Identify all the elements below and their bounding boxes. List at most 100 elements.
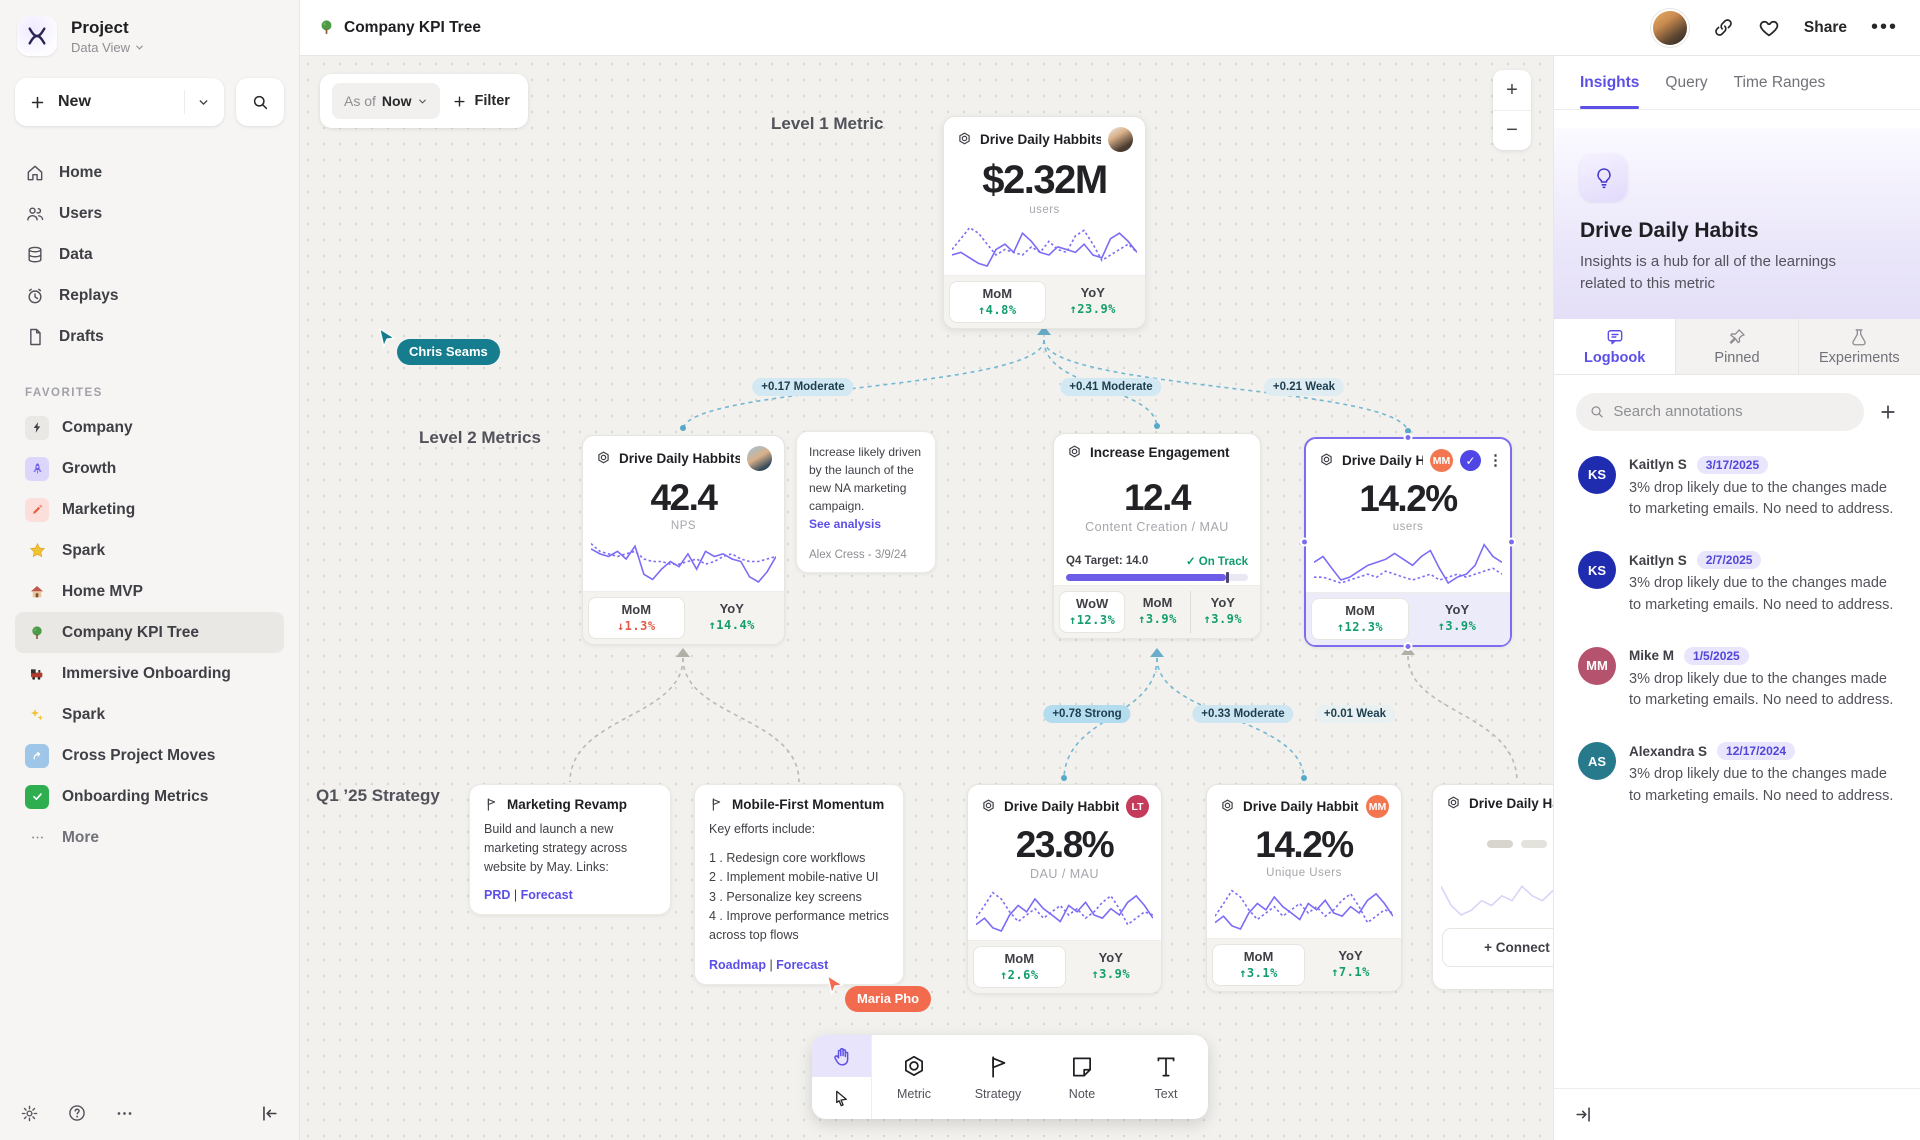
delta-cell-yoy[interactable]: YoY ↑14.4% [685,597,780,639]
sidebar-item-onboarding-metrics[interactable]: Onboarding Metrics [15,776,284,817]
sidebar-item-data[interactable]: Data [15,234,284,275]
metric-card-unique-users[interactable]: Drive Daily Habbits MM 14.2% Unique User… [1206,784,1402,992]
sidebar-item-growth[interactable]: Growth [15,448,284,489]
help-icon[interactable] [67,1103,87,1123]
delta-cell-mom[interactable]: MoM ↑12.3% [1311,598,1409,640]
project-switcher[interactable]: Project Data View [15,16,284,56]
sidebar-item-replays[interactable]: Replays [15,275,284,316]
subtab-experiments[interactable]: Experiments [1797,318,1920,374]
forecast-link[interactable]: Forecast [520,888,573,903]
resize-handle-right[interactable] [1507,537,1516,547]
delta-cell-mom[interactable]: MoM ↑4.8% [949,281,1046,323]
collapse-sidebar-icon[interactable] [260,1104,279,1123]
add-annotation-icon[interactable] [1878,402,1898,422]
metric-icon [959,132,970,145]
annotation-note[interactable]: Increase likely driven by the launch of … [796,431,936,573]
hand-tool-button[interactable] [812,1035,871,1077]
sidebar-item-home[interactable]: Home [15,152,284,193]
annotation-item[interactable]: KS Kaitlyn S 2/7/2025 3% drop likely due… [1554,536,1920,632]
settings-gear-icon[interactable] [20,1104,39,1123]
note-tool-button[interactable]: Note [1040,1035,1124,1119]
delta-cell-yoy[interactable]: YoY ↑23.9% [1046,281,1141,323]
metric-card-dau-mau[interactable]: Drive Daily Habbits LT 23.8% DAU / MAU M… [967,784,1162,994]
metric-card-drive-daily-habbits-selected[interactable]: Drive Daily Habb.. MM ✓ ⋮ 14.2% users Mo… [1300,433,1516,651]
tab-insights[interactable]: Insights [1580,56,1640,109]
collapse-arrow[interactable] [1150,648,1164,657]
roadmap-link[interactable]: Roadmap [709,957,766,972]
annotation-search[interactable] [1576,392,1864,431]
delta-cell-mom[interactable]: MoM ↑3.9% [1125,591,1189,633]
sidebar-item-company[interactable]: Company [15,407,284,448]
delta-value: ↑3.9% [1138,612,1177,626]
sidebar-item-cross-project-moves[interactable]: Cross Project Moves [15,735,284,776]
as-of-selector[interactable]: As of Now [332,83,441,119]
resize-handle-top[interactable] [1403,433,1413,442]
delta-cell-mom[interactable]: MoM ↑2.6% [973,946,1066,988]
sidebar-item-spark[interactable]: Spark [15,530,284,571]
sidebar-item-home-mvp[interactable]: Home MVP [15,571,284,612]
text-tool-button[interactable]: Text [1124,1035,1208,1119]
collapse-panel-icon[interactable] [1574,1105,1593,1124]
delta-cell-yoy[interactable]: YoY ↑3.9% [1409,598,1505,640]
select-tool-button[interactable] [812,1077,871,1119]
more-options-icon[interactable] [115,1104,134,1123]
forecast-link[interactable]: Forecast [776,957,829,972]
metric-card-drive-daily-habbits-l1[interactable]: Drive Daily Habbits $2.32M users MoM ↑4.… [943,116,1146,329]
subtab-label: Pinned [1714,349,1760,366]
sidebar-item-drafts[interactable]: Drafts [15,316,284,357]
resize-handle-left[interactable] [1300,537,1309,547]
metric-card-drive-daily-habbits-nps[interactable]: Drive Daily Habbits 42.4 NPS MoM ↓1.3% Y… [582,435,785,645]
delta-cell-wow[interactable]: WoW ↑12.3% [1059,591,1126,633]
tool-label: Note [1068,1086,1096,1101]
favorite-heart-icon[interactable] [1758,17,1780,39]
delta-cell-yoy[interactable]: YoY ↑7.1% [1305,944,1396,986]
kpi-tree-canvas[interactable]: As of Now Filter + − Level 1 Metric Leve… [300,56,1553,1140]
data-view-selector[interactable]: Data View [71,40,145,55]
collapse-arrow[interactable] [1037,326,1051,335]
edge-strength-pill: +0.78 Strong [1043,705,1131,723]
sidebar-item-immersive-onboarding[interactable]: Immersive Onboarding [15,653,284,694]
annotation-item[interactable]: MM Mike M 1/5/2025 3% drop likely due to… [1554,632,1920,728]
subtab-logbook[interactable]: Logbook [1554,318,1676,374]
canvas-filter-toolbar: As of Now Filter [320,74,528,128]
annotation-item[interactable]: KS Kaitlyn S 3/17/2025 3% drop likely du… [1554,441,1920,537]
as-of-value: Now [381,93,412,109]
prd-link[interactable]: PRD [484,888,511,903]
copy-link-icon[interactable] [1713,17,1734,38]
annotation-item[interactable]: AS Alexandra S 12/17/2024 3% drop likely… [1554,727,1920,823]
zoom-out-button[interactable]: − [1493,110,1531,150]
new-button[interactable]: New [15,78,224,126]
chevron-down-icon[interactable] [197,96,210,109]
share-button[interactable]: Share [1803,18,1847,36]
sidebar-item-marketing[interactable]: Marketing [15,489,284,530]
delta-cell-mom[interactable]: MoM ↑3.1% [1212,944,1305,986]
metric-tool-button[interactable]: Metric [872,1035,956,1119]
overflow-menu-icon[interactable]: ••• [1870,16,1898,38]
avatar: KS [1578,455,1616,494]
resize-handle-bottom[interactable] [1403,642,1413,651]
user-avatar[interactable] [1650,8,1689,47]
sidebar-item-company-kpi-tree[interactable]: Company KPI Tree [15,612,284,653]
zoom-in-button[interactable]: + [1506,78,1518,101]
connect-button[interactable]: + Connect [1442,928,1553,967]
add-filter-button[interactable]: Filter [452,93,515,109]
card-menu-icon[interactable]: ⋮ [1488,451,1503,469]
strategy-note-marketing-revamp[interactable]: Marketing Revamp Build and launch a new … [469,784,671,916]
search-button[interactable] [236,78,284,126]
metric-card-increase-engagement[interactable]: Increase Engagement 12.4 Content Creatio… [1053,433,1261,639]
strategy-note-mobile-first[interactable]: Mobile-First Momentum Key efforts includ… [694,784,904,985]
delta-cell-yoy[interactable]: YoY ↑3.9% [1189,591,1255,633]
sidebar-item-more[interactable]: More [15,817,284,858]
see-analysis-link[interactable]: See analysis [809,517,882,531]
tab-time-ranges[interactable]: Time Ranges [1733,73,1826,91]
strategy-tool-button[interactable]: Strategy [956,1035,1040,1119]
sidebar-item-spark-2[interactable]: Spark [15,694,284,735]
sidebar-item-users[interactable]: Users [15,193,284,234]
delta-cell-mom[interactable]: MoM ↓1.3% [588,597,685,639]
annotation-search-input[interactable] [1613,403,1851,420]
metric-card-unconnected[interactable]: Drive Daily Hab + Connect [1432,784,1553,990]
delta-cell-yoy[interactable]: YoY ↑3.9% [1066,946,1157,988]
tab-query[interactable]: Query [1665,73,1708,91]
subtab-pinned[interactable]: Pinned [1675,318,1798,374]
collapse-arrow[interactable] [676,648,690,657]
